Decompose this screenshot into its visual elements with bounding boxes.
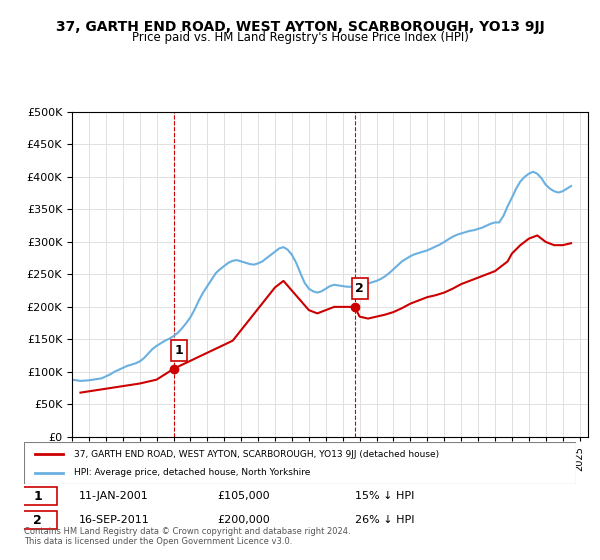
- Text: 37, GARTH END ROAD, WEST AYTON, SCARBOROUGH, YO13 9JJ: 37, GARTH END ROAD, WEST AYTON, SCARBORO…: [56, 20, 544, 34]
- Text: £200,000: £200,000: [217, 515, 270, 525]
- Text: Contains HM Land Registry data © Crown copyright and database right 2024.
This d: Contains HM Land Registry data © Crown c…: [24, 526, 350, 546]
- Text: 1: 1: [34, 490, 42, 503]
- Text: 16-SEP-2011: 16-SEP-2011: [79, 515, 150, 525]
- Text: HPI: Average price, detached house, North Yorkshire: HPI: Average price, detached house, Nort…: [74, 468, 310, 477]
- Text: 37, GARTH END ROAD, WEST AYTON, SCARBOROUGH, YO13 9JJ (detached house): 37, GARTH END ROAD, WEST AYTON, SCARBORO…: [74, 450, 439, 459]
- Text: Price paid vs. HM Land Registry's House Price Index (HPI): Price paid vs. HM Land Registry's House …: [131, 31, 469, 44]
- FancyBboxPatch shape: [19, 487, 57, 505]
- Text: £105,000: £105,000: [217, 491, 270, 501]
- Text: 15% ↓ HPI: 15% ↓ HPI: [355, 491, 415, 501]
- Text: 1: 1: [175, 344, 184, 357]
- FancyBboxPatch shape: [24, 442, 576, 484]
- FancyBboxPatch shape: [19, 511, 57, 529]
- Text: 2: 2: [34, 514, 42, 526]
- Text: 2: 2: [355, 282, 364, 295]
- Text: 11-JAN-2001: 11-JAN-2001: [79, 491, 149, 501]
- Text: 26% ↓ HPI: 26% ↓ HPI: [355, 515, 415, 525]
